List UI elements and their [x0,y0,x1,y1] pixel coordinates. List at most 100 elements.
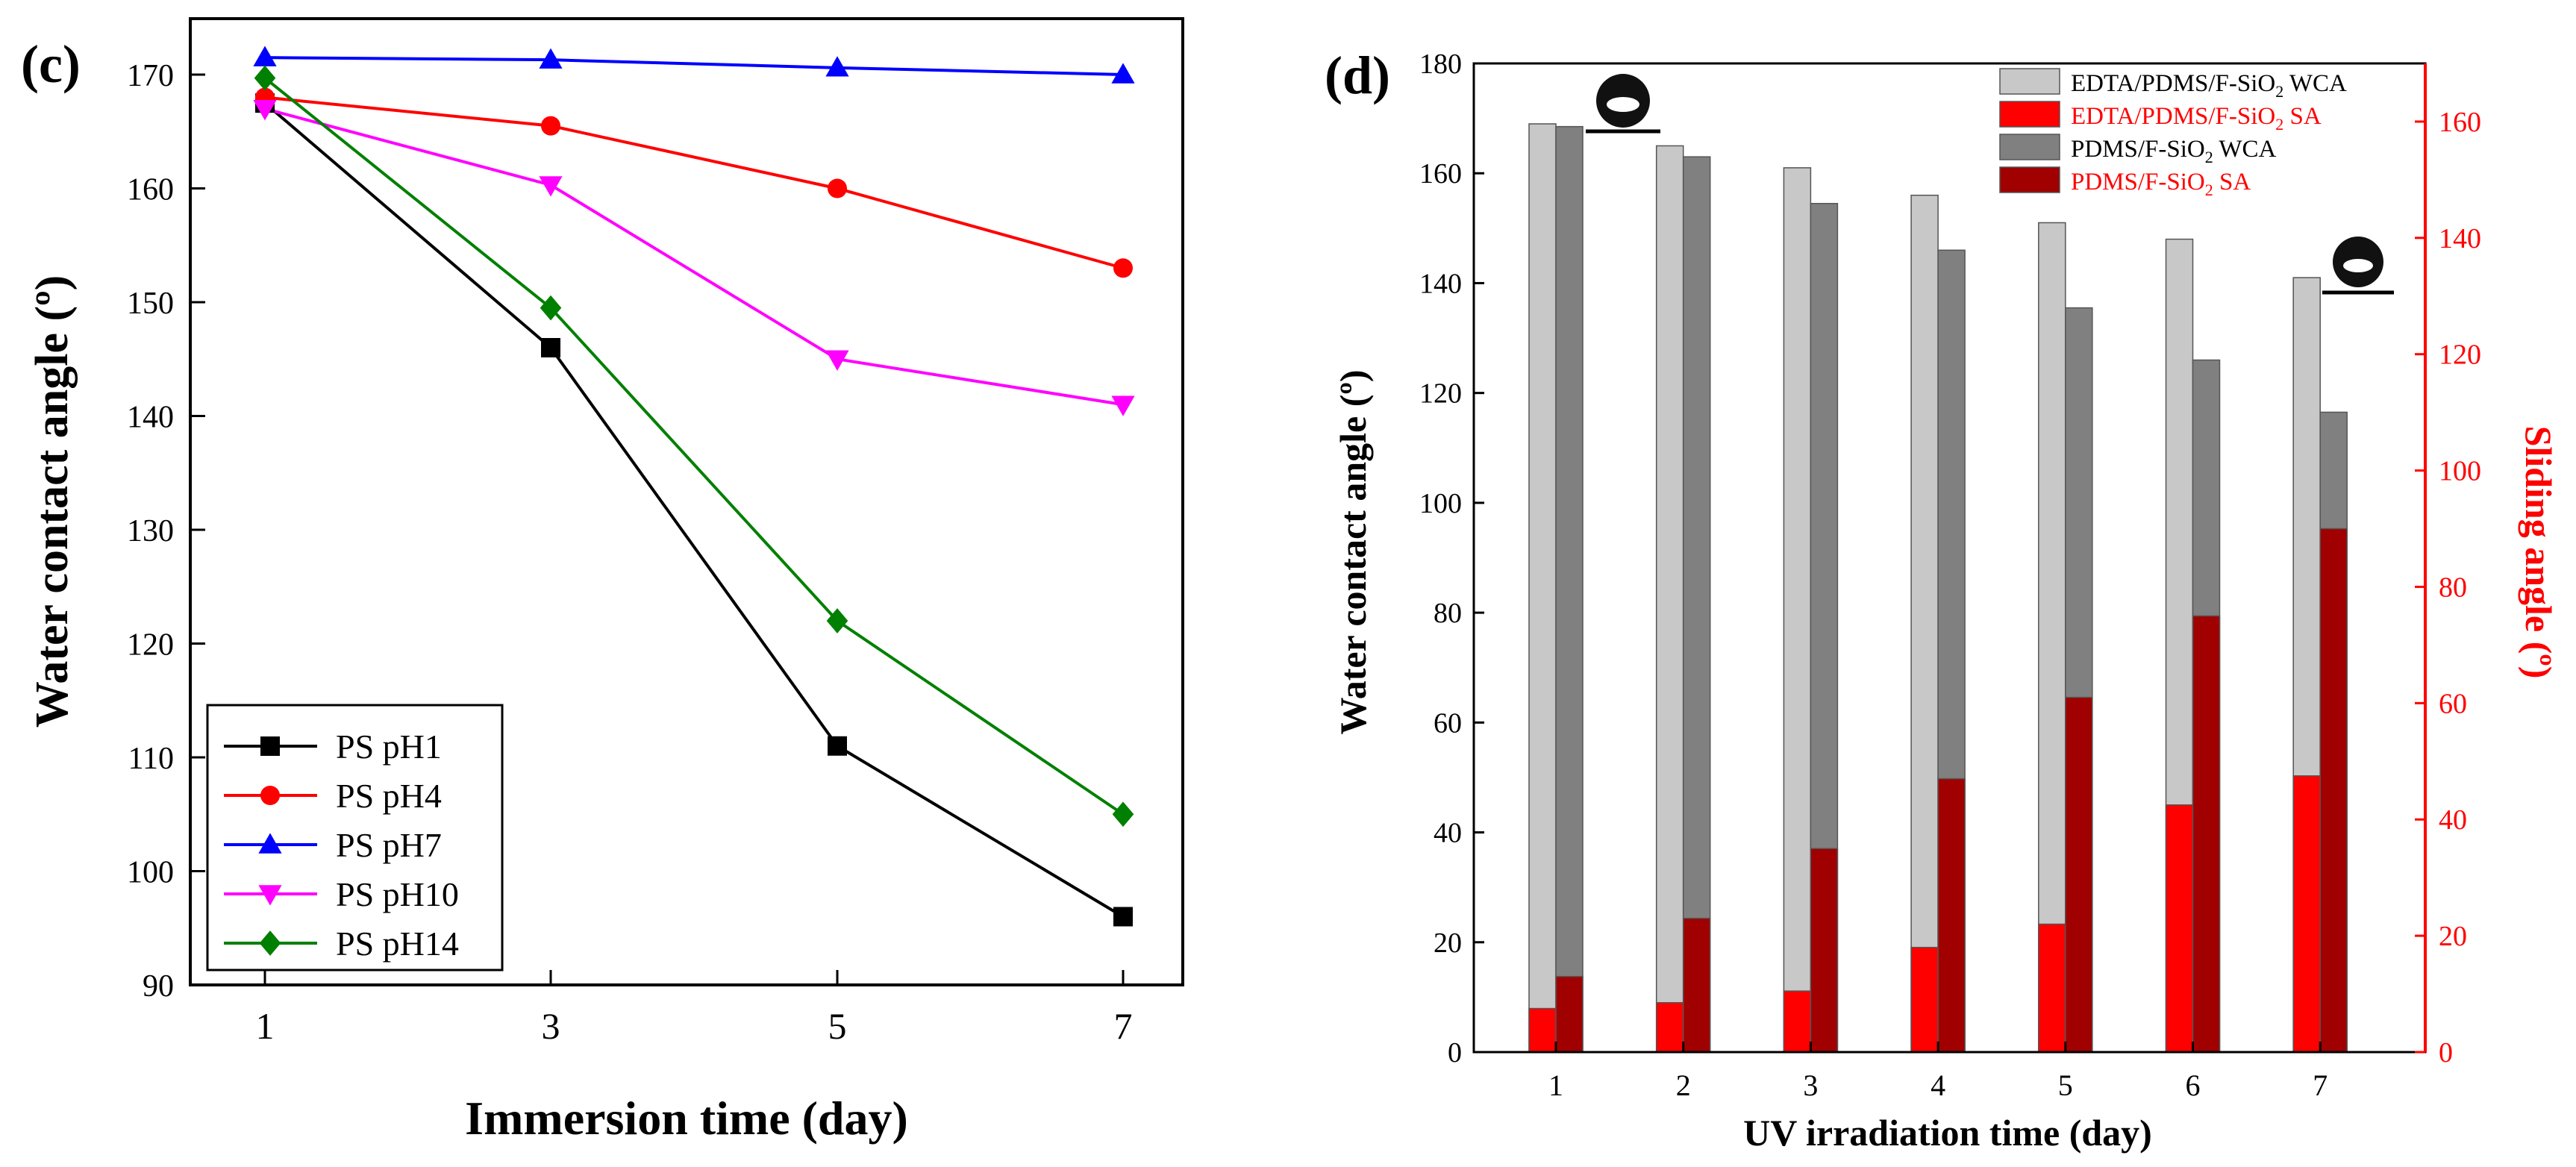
bar [1937,778,1966,1053]
legend-label-subscript: 2 [2275,115,2283,134]
bar [1910,194,1939,1053]
y2-tick-label: 100 [2439,456,2481,487]
y-tick-label: 0 [1448,1037,1462,1069]
y-tick-label: 180 [1419,49,1462,80]
y-tick-label: 60 [1434,707,1462,739]
series-line [263,101,1125,919]
x-tick-label: 1 [256,1005,275,1047]
data-point [539,176,563,197]
legend-swatch [1999,101,2060,128]
panel-d-right-y-axis-title: Sliding angle (º) [2518,426,2560,679]
legend-swatch [1999,166,2060,193]
y-tick-label: 90 [143,969,174,1004]
y-tick-label: 100 [1419,488,1462,519]
data-point [828,736,847,756]
legend-label: EDTA/PDMS/F-SiO2 WCA [2071,70,2347,101]
bar [1910,946,1939,1053]
panel-d-left-y-axis-title: Water contact angle (º) [1332,369,1374,734]
legend-swatch [1999,68,2060,95]
data-point [541,338,560,357]
bar [1655,145,1684,1053]
bar [2292,775,2321,1053]
y-tick-label: 160 [127,173,174,207]
panel-c-legend: PS pH1 PS pH4 PS pH7 PS pH10 PS pH14 [206,704,504,972]
legend-marker [259,930,281,956]
series-line [264,107,1124,407]
bar [1810,848,1839,1053]
legend-label-name: EDTA/PDMS/F-SiO [2071,70,2275,97]
x-tick-label: 7 [1114,1005,1133,1047]
legend-label: PS pH1 [336,728,442,766]
legend-label: PS pH7 [336,826,442,864]
series-line [264,96,1124,270]
water-droplet-icon [1586,74,1660,134]
bar [2065,696,2093,1053]
legend-label: PS pH14 [336,924,459,963]
data-point [825,350,849,371]
water-droplet-icon [2322,237,2394,295]
x-tick-label: 3 [542,1005,560,1047]
data-point [539,48,563,69]
data-point [253,100,277,121]
legend-label: EDTA/PDMS/F-SiO2 SA [2071,103,2322,134]
x-tick-label: 7 [2313,1069,2328,1102]
legend-label: PDMS/F-SiO2 SA [2071,169,2251,199]
y2-tick-label: 60 [2439,688,2467,719]
panel-c-x-axis: 1 3 5 7 [256,970,1133,1047]
y-tick-label: 120 [127,628,174,663]
y-tick-label: 120 [1419,378,1462,410]
bar [2038,923,2066,1053]
legend-marker [258,833,282,854]
legend-label-subscript: 2 [2205,181,2213,199]
y-tick-label: 140 [1419,268,1462,299]
y-tick-label: 170 [127,59,174,93]
legend-marker [260,736,280,756]
bar [1528,1007,1557,1053]
y-tick-label: 140 [127,401,174,435]
panel-d-label: (d) [1325,46,1390,105]
legend-label-subscript: 2 [2205,148,2213,166]
y-tick-label: 150 [127,287,174,321]
data-point [828,178,847,198]
data-point [254,65,276,91]
x-tick-label: 5 [828,1005,847,1047]
data-point [1113,258,1133,278]
bar [1528,123,1557,1053]
y-tick-label: 100 [127,856,174,890]
bar [2319,528,2348,1053]
panel-c-legend-box [206,704,504,972]
legend-label: PDMS/F-SiO2 WCA [2071,136,2277,166]
data-point [540,295,562,321]
x-tick-label: 6 [2186,1069,2201,1102]
legend-swatch [1999,134,2060,160]
panel-c-plot-frame [189,17,1184,986]
y-tick-label: 160 [1419,158,1462,190]
panel-c-label: (c) [21,34,81,94]
x-tick-label: 3 [1803,1069,1818,1102]
x-tick-label: 4 [1931,1069,1945,1102]
legend-marker [258,885,282,906]
y2-tick-label: 0 [2439,1037,2453,1069]
panel-c-series-markers [253,46,1135,927]
y-tick-label: 110 [128,742,174,776]
x-tick-label: 2 [1676,1069,1691,1102]
legend-label-name: EDTA/PDMS/F-SiO [2071,103,2275,130]
data-point [825,56,849,77]
panel-d-x-axis-title: UV irradiation time (day) [1743,1112,2152,1154]
panel-d-left-y-axis: 0 20 40 60 80 100 120 140 160 180 [1419,49,1484,1069]
legend-label-name: PDMS/F-SiO [2071,136,2205,163]
legend-marker [260,786,280,805]
y-tick-label: 130 [127,514,174,548]
panel-d-x-axis: 1 2 3 4 5 6 7 [1548,1042,2328,1102]
bar [1555,975,1584,1053]
series-line [263,77,1125,816]
bar [2165,804,2194,1053]
data-point [826,608,848,633]
panel-d-right-y-axis: 0 20 40 60 80 100 120 140 160 [2415,107,2481,1069]
y-tick-label: 80 [1434,598,1462,629]
series-line [264,56,1124,76]
